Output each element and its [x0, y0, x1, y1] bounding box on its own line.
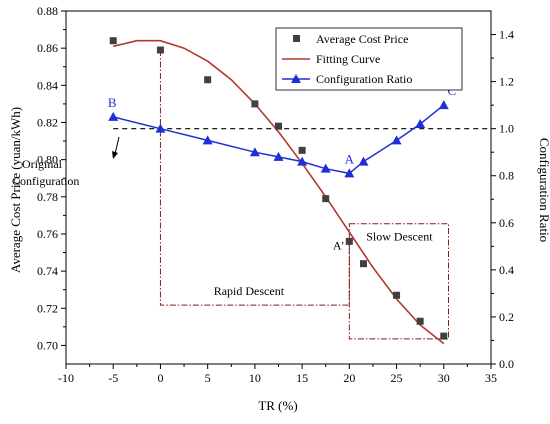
- average-cost-point: [345, 237, 353, 245]
- rapid-descent-label: Rapid Descent: [214, 284, 285, 298]
- average-cost-point: [416, 317, 424, 325]
- slow-descent-label: Slow Descent: [366, 230, 433, 244]
- descent-boxes: [159, 50, 450, 340]
- original-configuration-line: Configuration: [12, 174, 79, 188]
- configuration-ratio-point: [202, 135, 213, 145]
- arrow-head: [112, 151, 118, 159]
- configuration-ratio-point: [155, 123, 166, 133]
- x-tick-label: -10: [58, 371, 74, 385]
- right-tick-label: 0.2: [499, 310, 514, 324]
- left-axis-ticks: 0.70 0.72 0.74 0.76 0.78 0.80 0.82 0.84 0.86 0.88: [37, 4, 66, 352]
- rapid-descent-box: [159, 50, 350, 306]
- fitting-curve-line: [113, 39, 445, 345]
- x-tick-label: 5: [205, 371, 211, 385]
- average-cost-series: [109, 37, 448, 340]
- configuration-ratio-point: [438, 100, 449, 110]
- configuration-ratio-point: [344, 168, 355, 178]
- x-tick-label: 15: [296, 371, 308, 385]
- left-tick-label: 0.76: [37, 227, 58, 241]
- x-axis-label: TR (%): [258, 398, 297, 413]
- left-tick-label: 0.80: [37, 153, 58, 167]
- left-tick-label: 0.78: [37, 190, 58, 204]
- x-tick-label: -5: [108, 371, 118, 385]
- x-tick-label: 20: [343, 371, 355, 385]
- x-tick-label: 10: [249, 371, 261, 385]
- configuration-ratio-point: [415, 118, 426, 128]
- average-cost-point: [440, 332, 448, 340]
- x-tick-label: 25: [391, 371, 403, 385]
- average-cost-point: [360, 260, 367, 268]
- configuration-ratio-point: [249, 147, 260, 157]
- label-a: A: [345, 151, 355, 166]
- left-tick-label: 0.70: [37, 338, 58, 352]
- left-tick-label: 0.88: [37, 4, 58, 18]
- right-tick-label: 1.0: [499, 122, 514, 136]
- x-tick-label: 30: [438, 371, 450, 385]
- annotations: B A C A' Original Configuration Rapid Descent S…: [12, 83, 456, 298]
- legend: Average Cost Price Fitting Curve Configura…: [275, 27, 463, 91]
- average-cost-point: [204, 76, 212, 84]
- legend-label-configuration-ratio: Configuration Ratio: [316, 72, 412, 86]
- right-tick-label: 0.0: [499, 357, 514, 371]
- configuration-ratio-point: [297, 156, 308, 166]
- arrow-shaft: [114, 136, 120, 155]
- average-cost-point: [298, 146, 306, 154]
- right-axis-label: Configuration Ratio: [537, 138, 550, 242]
- left-axis-label: Average Cost Price (yuan/kWh): [8, 107, 23, 273]
- average-cost-point: [156, 46, 164, 54]
- configuration-ratio-point: [358, 156, 369, 166]
- legend-swatch-ratio-marker: [291, 74, 301, 83]
- average-cost-point: [251, 100, 259, 108]
- x-tick-label: 35: [485, 371, 497, 385]
- label-c: C: [447, 83, 456, 98]
- label-a-prime: A': [333, 238, 344, 252]
- legend-swatch-average-cost: [293, 35, 300, 42]
- right-axis-ticks: 0.0 0.2 0.4 0.6 0.8 1.0 1.2 1.4: [491, 28, 514, 371]
- right-tick-label: 1.4: [499, 28, 514, 42]
- left-tick-label: 0.74: [37, 264, 58, 278]
- fitting-curve-series: [113, 39, 445, 345]
- configuration-ratio-point: [273, 151, 284, 161]
- legend-label-average-cost: Average Cost Price: [316, 32, 408, 46]
- original-configuration-label: Original Configuration: [12, 157, 79, 188]
- configuration-ratio-line: [113, 104, 445, 175]
- left-tick-label: 0.82: [37, 115, 58, 129]
- legend-label-fitting-curve: Fitting Curve: [316, 52, 380, 66]
- average-cost-point: [393, 291, 401, 299]
- right-tick-label: 0.4: [499, 263, 514, 277]
- left-tick-label: 0.72: [37, 301, 58, 315]
- x-axis-ticks: -10 -5 0 5 10 15 20 25 30 35: [58, 364, 497, 385]
- slow-descent-box: [348, 223, 450, 340]
- configuration-ratio-series: [108, 100, 449, 178]
- x-tick-label: 0: [157, 371, 163, 385]
- average-cost-point: [322, 195, 330, 203]
- right-tick-label: 0.6: [499, 216, 514, 230]
- average-cost-point: [109, 37, 117, 45]
- label-b: B: [108, 95, 117, 110]
- configuration-ratio-point: [108, 111, 119, 121]
- left-tick-label: 0.86: [37, 41, 58, 55]
- right-tick-label: 1.2: [499, 75, 514, 89]
- configuration-ratio-point: [320, 163, 331, 173]
- right-tick-label: 0.8: [499, 169, 514, 183]
- configuration-ratio-point: [391, 135, 402, 145]
- original-configuration-line: Original: [22, 157, 63, 171]
- left-tick-label: 0.84: [37, 78, 58, 92]
- average-cost-point: [275, 122, 282, 130]
